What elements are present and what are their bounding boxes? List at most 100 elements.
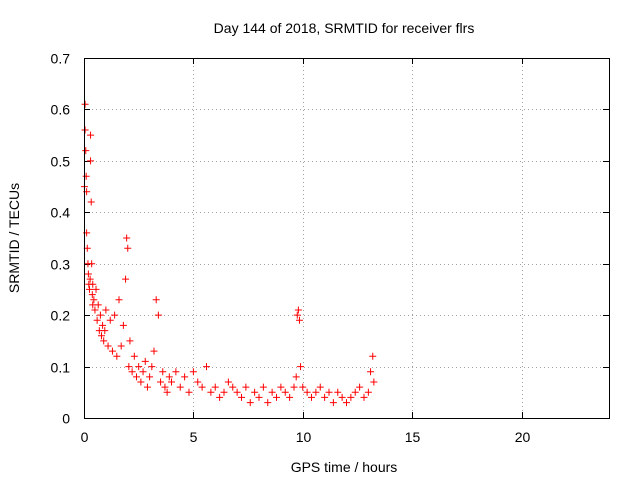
data-point: [101, 327, 109, 335]
data-point: [161, 383, 169, 391]
data-point: [194, 378, 202, 386]
data-point: [370, 378, 378, 386]
data-point: [82, 147, 90, 155]
data-point: [273, 393, 280, 401]
x-tick-label: 10: [296, 429, 312, 445]
data-point: [343, 399, 350, 407]
data-point: [154, 311, 162, 319]
data-point: [268, 388, 276, 396]
data-point: [104, 342, 112, 350]
data-points: [80, 100, 378, 407]
data-point: [148, 363, 156, 371]
data-point: [108, 347, 116, 355]
data-point: [159, 368, 167, 376]
data-point: [113, 352, 121, 360]
data-point: [198, 383, 206, 391]
data-point: [126, 337, 134, 345]
data-point: [165, 373, 173, 381]
data-point: [242, 383, 250, 391]
data-point: [176, 383, 184, 391]
data-point: [84, 270, 92, 278]
data-point: [297, 363, 305, 371]
data-point: [98, 332, 105, 340]
data-point: [141, 357, 149, 365]
data-point: [325, 388, 333, 396]
data-point: [294, 306, 302, 314]
data-point: [96, 311, 104, 319]
data-point: [111, 311, 119, 319]
data-point: [246, 399, 254, 407]
data-point: [152, 296, 160, 304]
data-point: [229, 383, 237, 391]
plot-frame: [84, 58, 610, 419]
data-point: [89, 280, 97, 288]
data-point: [281, 388, 289, 396]
data-point: [125, 363, 133, 371]
data-point: [106, 316, 114, 324]
data-point: [133, 373, 140, 381]
data-point: [277, 383, 285, 391]
y-tick-label: 0.6: [51, 102, 71, 118]
data-point: [88, 260, 96, 268]
data-point: [321, 393, 329, 401]
y-tick-label: 0.3: [51, 257, 71, 273]
data-point: [146, 373, 154, 381]
data-point: [185, 388, 193, 396]
data-point: [172, 368, 180, 376]
data-point: [293, 311, 301, 319]
y-axis-label: SRMTID / TECUs: [6, 183, 22, 293]
data-point: [85, 285, 93, 293]
data-point: [356, 383, 364, 391]
data-point: [299, 383, 307, 391]
data-point: [251, 388, 259, 396]
data-point: [87, 157, 95, 165]
data-point: [216, 393, 224, 401]
data-point: [334, 388, 342, 396]
data-point: [150, 347, 158, 355]
data-point: [290, 383, 298, 391]
data-point: [255, 393, 263, 401]
data-point: [207, 388, 215, 396]
data-point: [286, 393, 294, 401]
y-tick-label: 0: [62, 411, 70, 427]
data-point: [87, 131, 95, 139]
data-point: [264, 399, 272, 407]
data-point: [143, 383, 151, 391]
data-point: [119, 321, 127, 329]
x-tick-label: 15: [405, 429, 421, 445]
y-tick-label: 0.2: [51, 308, 71, 324]
data-point: [128, 368, 136, 376]
data-point: [139, 368, 147, 376]
data-point: [157, 378, 165, 386]
data-point: [203, 363, 210, 371]
chart-title: Day 144 of 2018, SRMTID for receiver flr…: [214, 20, 475, 36]
data-point: [308, 393, 315, 401]
data-point: [99, 321, 107, 329]
axis-ticks: 0 5 10 15 20 0 0.1 0.2 0.3 0.4 0.5 0.6 0.7: [51, 51, 609, 445]
data-point: [351, 388, 359, 396]
data-point: [259, 383, 267, 391]
x-tick-label: 20: [515, 429, 531, 445]
y-tick-label: 0.5: [51, 154, 71, 170]
data-point: [224, 378, 232, 386]
data-point: [87, 198, 95, 206]
data-point: [93, 316, 101, 324]
data-point: [94, 301, 102, 309]
grid: [84, 58, 609, 418]
data-point: [100, 337, 108, 345]
x-tick-label: 0: [81, 429, 89, 445]
data-point: [115, 296, 123, 304]
data-point: [168, 378, 175, 386]
y-tick-label: 0.1: [51, 360, 71, 376]
data-point: [81, 100, 89, 108]
data-point: [338, 393, 346, 401]
data-point: [88, 291, 96, 299]
data-point: [81, 126, 89, 134]
data-point: [347, 393, 355, 401]
data-point: [367, 368, 375, 376]
data-point: [92, 285, 100, 293]
data-point: [124, 244, 132, 252]
data-point: [91, 306, 99, 314]
